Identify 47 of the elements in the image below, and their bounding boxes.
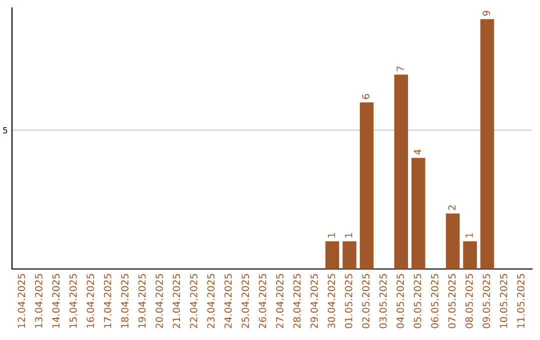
x-tick-label: 02.05.2025 [362,274,370,328]
bar [325,241,340,269]
data-label: 6 [362,94,370,99]
bar [463,241,477,269]
bar [446,213,460,269]
x-tick-label: 09.05.2025 [482,274,490,328]
x-tick-label: 24.04.2025 [224,274,232,328]
x-tick-label: 16.04.2025 [86,274,94,328]
data-label: 1 [328,233,335,238]
x-tick-label: 15.04.2025 [69,274,77,328]
x-tick-label: 26.04.2025 [258,274,266,328]
bar [411,158,426,269]
bar [360,102,374,269]
x-tick-label: 06.05.2025 [431,274,438,328]
x-tick-label: 19.04.2025 [138,274,146,328]
x-tick-label: 18.04.2025 [121,274,128,328]
data-label: 9 [482,10,490,16]
data-label: 2 [448,205,456,210]
x-tick-label: 28.04.2025 [293,274,301,328]
y-tick-label: 5 [3,127,8,134]
x-tick-label: 23.04.2025 [207,274,215,328]
x-tick-label: 20.04.2025 [156,274,163,328]
data-label: 1 [345,233,352,238]
data-label: 4 [414,150,422,155]
x-tick-label: 14.04.2025 [52,274,60,328]
bar [394,74,408,269]
bar [480,19,494,269]
x-tick-label: 11.05.2025 [517,274,524,328]
x-tick-label: 29.04.2025 [310,274,318,328]
x-tick-label: 22.04.2025 [190,274,198,328]
x-tick-label: 21.04.2025 [172,274,180,328]
x-tick-label: 27.04.2025 [276,274,284,328]
x-tick-label: 12.04.2025 [18,274,26,328]
x-tick-label: 01.05.2025 [344,274,352,328]
x-tick-label: 10.05.2025 [500,274,508,328]
bar [342,241,356,269]
x-tick-label: 08.05.2025 [465,274,473,328]
x-tick-label: 05.05.2025 [414,274,422,328]
x-tick-label: 30.04.2025 [328,274,336,328]
x-tick-label: 17.04.2025 [104,274,112,328]
x-tick-label: 07.05.2025 [448,274,456,328]
data-label: 7 [396,66,404,72]
x-tick-label: 04.05.2025 [396,274,404,328]
x-tick-label: 03.05.2025 [379,274,387,328]
x-tick-label: 25.04.2025 [242,274,249,328]
data-label: 1 [466,233,473,238]
x-tick-label: 13.04.2025 [35,274,42,328]
